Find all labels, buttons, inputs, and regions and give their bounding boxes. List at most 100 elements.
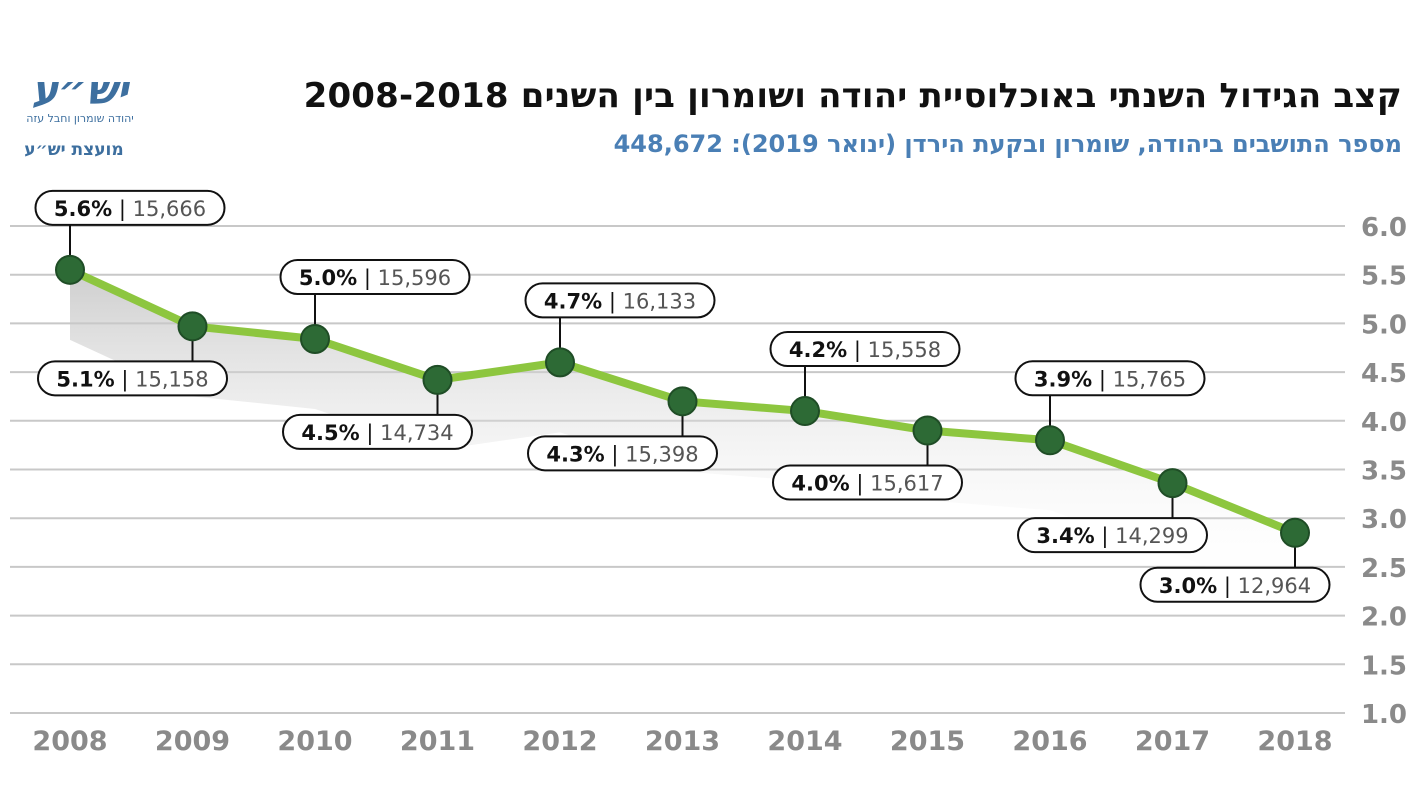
data-label-box bbox=[1014, 360, 1206, 397]
data-label-pct: 5.6% bbox=[54, 197, 112, 221]
logo-tagline: יהודה שומרון וחבל עזה bbox=[26, 112, 133, 125]
data-label-count: 12,964 bbox=[1238, 574, 1311, 598]
data-label-box bbox=[524, 282, 716, 319]
data-label-text: 3.4% | 14,299 bbox=[1036, 524, 1188, 549]
logo-caption: מועצת יש״ע bbox=[24, 140, 124, 160]
data-label: 4.2% | 15,558 bbox=[769, 331, 961, 368]
data-label-box bbox=[769, 331, 961, 368]
data-label: 4.7% | 16,133 bbox=[524, 282, 716, 319]
data-label-text: 4.5% | 14,734 bbox=[301, 421, 453, 446]
data-label-box bbox=[527, 435, 718, 472]
data-point bbox=[545, 347, 575, 378]
data-label-text: 5.6% | 15,666 bbox=[54, 197, 206, 222]
data-label: 5.0% | 15,596 bbox=[279, 258, 471, 295]
x-tick-label: 2016 bbox=[1012, 726, 1087, 757]
data-label: 3.9% | 15,765 bbox=[1014, 360, 1206, 397]
x-tick-label: 2012 bbox=[522, 726, 597, 757]
data-label-separator: | bbox=[602, 289, 622, 314]
data-label-text: 5.1% | 15,158 bbox=[56, 367, 208, 392]
series-markers bbox=[55, 254, 1310, 548]
data-label-count: 15,558 bbox=[868, 338, 941, 362]
data-label-pct: 3.9% bbox=[1034, 367, 1092, 391]
x-tick-label: 2015 bbox=[890, 726, 965, 757]
y-tick-label: 5.0 bbox=[1361, 310, 1407, 340]
data-label: 5.1% | 15,158 bbox=[37, 360, 228, 397]
data-label-separator: | bbox=[1095, 524, 1115, 549]
data-label: 5.6% | 15,666 bbox=[34, 189, 226, 226]
data-point bbox=[790, 396, 820, 427]
y-axis: 6.0 5.5 5.0 4.5 4.0 3.5 3.0 2.5 2.0 1.5 1.0 bbox=[1361, 213, 1407, 730]
x-tick-label: 2008 bbox=[32, 726, 107, 757]
data-label: 3.0% | 12,964 bbox=[1139, 566, 1331, 603]
y-tick-label: 1.5 bbox=[1361, 651, 1407, 681]
x-tick-label: 2014 bbox=[767, 726, 842, 757]
data-label-count: 16,133 bbox=[623, 289, 696, 313]
data-label-count: 14,299 bbox=[1115, 524, 1188, 548]
data-label-count: 15,596 bbox=[378, 266, 451, 290]
data-label-count: 15,617 bbox=[870, 472, 943, 496]
data-labels: 5.6% | 15,666 5.1% | 15,158 5.0% | 15,596 4… bbox=[34, 189, 1331, 603]
data-label-count: 15,765 bbox=[1113, 367, 1186, 391]
data-label-text: 4.7% | 16,133 bbox=[544, 289, 696, 314]
data-label-pct: 3.4% bbox=[1036, 524, 1094, 548]
data-label: 3.4% | 14,299 bbox=[1017, 517, 1208, 554]
data-label-separator: | bbox=[1092, 367, 1112, 392]
data-point bbox=[300, 323, 330, 354]
chart-subtitle: מספר התושבים ביהודה, שומרון ובקעת הירדן … bbox=[613, 130, 1402, 158]
logo-mark: יש״ע bbox=[32, 68, 131, 114]
data-label-text: 3.0% | 12,964 bbox=[1159, 574, 1311, 599]
data-label-box bbox=[1017, 517, 1208, 554]
x-tick-label: 2010 bbox=[277, 726, 352, 757]
data-label-pct: 4.0% bbox=[791, 472, 849, 496]
data-point bbox=[1280, 517, 1310, 548]
data-label-count: 15,398 bbox=[625, 442, 698, 466]
y-tick-label: 5.5 bbox=[1361, 262, 1407, 292]
y-tick-label: 3.5 bbox=[1361, 457, 1407, 487]
y-tick-label: 4.5 bbox=[1361, 359, 1407, 389]
data-label-pct: 4.2% bbox=[789, 338, 847, 362]
y-tick-label: 1.0 bbox=[1361, 700, 1407, 730]
data-label-box bbox=[279, 258, 471, 295]
data-label-separator: | bbox=[357, 266, 377, 291]
data-label: 4.3% | 15,398 bbox=[527, 435, 718, 472]
data-label-text: 4.0% | 15,617 bbox=[791, 472, 943, 497]
data-label-pct: 3.0% bbox=[1159, 574, 1217, 598]
x-axis: 2008 2009 2010 2011 2012 2013 2014 2015 2016 2017… bbox=[32, 726, 1332, 757]
data-point bbox=[422, 364, 453, 395]
data-label-box bbox=[34, 189, 226, 226]
data-label-box bbox=[772, 464, 963, 501]
data-point bbox=[55, 254, 85, 285]
data-label-box bbox=[1139, 566, 1331, 603]
x-tick-label: 2018 bbox=[1257, 726, 1332, 757]
x-tick-label: 2009 bbox=[155, 726, 230, 757]
data-label-pct: 4.7% bbox=[544, 289, 602, 313]
y-tick-label: 2.5 bbox=[1361, 554, 1407, 584]
data-label-box bbox=[37, 360, 228, 397]
data-label-pct: 5.0% bbox=[299, 266, 357, 290]
data-label-separator: | bbox=[605, 442, 625, 467]
data-label-pct: 5.1% bbox=[56, 367, 114, 391]
chart-title: קצב הגידול השנתי באוכלוסיית יהודה ושומרו… bbox=[303, 76, 1402, 116]
x-tick-label: 2013 bbox=[645, 726, 720, 757]
data-label-text: 5.0% | 15,596 bbox=[299, 266, 451, 291]
data-label: 4.0% | 15,617 bbox=[772, 464, 963, 501]
x-tick-label: 2011 bbox=[400, 726, 475, 757]
data-label-pct: 4.5% bbox=[301, 421, 359, 445]
data-point bbox=[177, 311, 208, 342]
y-tick-label: 6.0 bbox=[1361, 213, 1407, 243]
data-label-separator: | bbox=[847, 338, 867, 363]
data-label-separator: | bbox=[360, 421, 380, 446]
y-tick-label: 4.0 bbox=[1361, 408, 1407, 438]
data-label-text: 3.9% | 15,765 bbox=[1034, 367, 1186, 392]
data-point bbox=[1157, 468, 1188, 499]
data-label-count: 14,734 bbox=[380, 421, 453, 445]
data-label-count: 15,158 bbox=[135, 367, 208, 391]
x-tick-label: 2017 bbox=[1135, 726, 1210, 757]
data-label-separator: | bbox=[1217, 574, 1237, 599]
data-label-separator: | bbox=[115, 367, 135, 392]
data-label-separator: | bbox=[850, 472, 870, 497]
data-label-text: 4.3% | 15,398 bbox=[546, 442, 698, 467]
data-label-separator: | bbox=[112, 197, 132, 222]
